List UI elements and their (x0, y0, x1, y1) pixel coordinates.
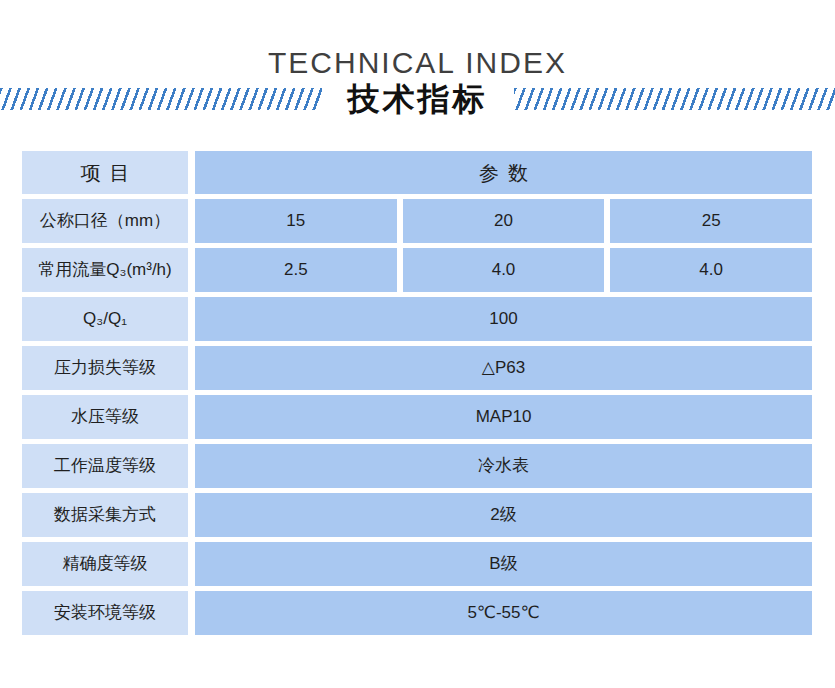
header-cell-parameter: 参数 (195, 151, 812, 194)
table-row: 水压等级 MAP10 (22, 395, 812, 439)
table-row: 安装环境等级 5℃-55℃ (22, 591, 812, 635)
diagonal-stripes-left-decoration (0, 88, 322, 110)
header-cell-item: 项目 (22, 151, 188, 194)
value-cell: 4.0 (403, 248, 605, 292)
value-cell: MAP10 (195, 395, 812, 439)
value-cell: 冷水表 (195, 444, 812, 488)
value-cell: △P63 (195, 346, 812, 390)
row-label: 精确度等级 (22, 542, 188, 586)
row-label: 压力损失等级 (22, 346, 188, 390)
row-label: 水压等级 (22, 395, 188, 439)
value-cell: 15 (195, 199, 397, 243)
title-chinese: 技术指标 (348, 83, 488, 115)
row-label: Q₃/Q₁ (22, 297, 188, 341)
value-cell: 4.0 (610, 248, 812, 292)
title-row: 技术指标 (0, 83, 835, 115)
spec-table: 项目 参数 公称口径（mm） 15 20 25 常用流量Q₃(m³/h) 2.5… (22, 151, 812, 635)
value-cell: 20 (403, 199, 605, 243)
value-cell: 2.5 (195, 248, 397, 292)
value-cell: B级 (195, 542, 812, 586)
table-row: 精确度等级 B级 (22, 542, 812, 586)
title-english: TECHNICAL INDEX (0, 46, 835, 79)
row-label: 数据采集方式 (22, 493, 188, 537)
title-section: TECHNICAL INDEX 技术指标 (0, 0, 835, 115)
row-label: 公称口径（mm） (22, 199, 188, 243)
diagonal-stripes-right-decoration (514, 88, 835, 110)
value-cell: 25 (610, 199, 812, 243)
row-values: 15 20 25 (195, 199, 812, 243)
table-row: Q₃/Q₁ 100 (22, 297, 812, 341)
table-row: 数据采集方式 2级 (22, 493, 812, 537)
table-row: 常用流量Q₃(m³/h) 2.5 4.0 4.0 (22, 248, 812, 292)
table-row: 工作温度等级 冷水表 (22, 444, 812, 488)
page: TECHNICAL INDEX 技术指标 项目 参数 公称口径（mm） 15 2… (0, 0, 835, 688)
table-header-row: 项目 参数 (22, 151, 812, 194)
table-row: 压力损失等级 △P63 (22, 346, 812, 390)
row-label: 工作温度等级 (22, 444, 188, 488)
row-values: 2.5 4.0 4.0 (195, 248, 812, 292)
table-row: 公称口径（mm） 15 20 25 (22, 199, 812, 243)
value-cell: 5℃-55℃ (195, 591, 812, 635)
value-cell: 2级 (195, 493, 812, 537)
row-label: 常用流量Q₃(m³/h) (22, 248, 188, 292)
row-label: 安装环境等级 (22, 591, 188, 635)
value-cell: 100 (195, 297, 812, 341)
